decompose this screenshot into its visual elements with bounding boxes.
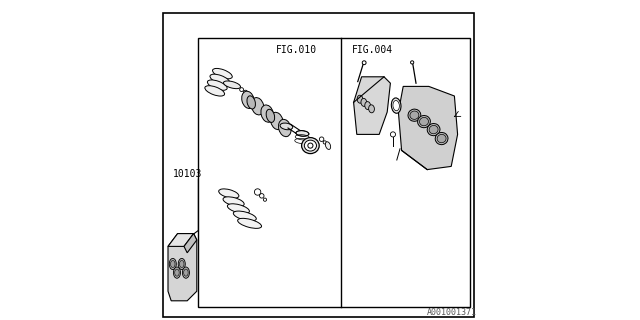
Ellipse shape [237,218,262,228]
Ellipse shape [271,112,283,130]
Ellipse shape [357,95,363,103]
Ellipse shape [178,259,186,269]
Ellipse shape [212,68,232,79]
Ellipse shape [361,99,367,106]
Ellipse shape [428,124,440,136]
Circle shape [240,88,243,92]
Ellipse shape [418,116,430,128]
Ellipse shape [175,269,179,276]
Polygon shape [184,234,197,253]
Ellipse shape [325,142,331,149]
Ellipse shape [365,102,371,109]
Ellipse shape [408,109,420,121]
Ellipse shape [420,117,428,126]
Ellipse shape [227,204,250,213]
Ellipse shape [266,109,275,123]
Ellipse shape [393,100,399,111]
Ellipse shape [242,91,254,108]
Circle shape [319,137,324,141]
Circle shape [411,61,414,64]
Polygon shape [354,77,390,134]
Ellipse shape [223,197,244,206]
Text: FIG.010: FIG.010 [276,45,317,55]
Ellipse shape [252,98,264,115]
Ellipse shape [301,138,319,154]
Ellipse shape [223,81,241,89]
Ellipse shape [205,86,225,96]
Ellipse shape [369,105,374,113]
Polygon shape [398,86,458,170]
Ellipse shape [261,105,273,122]
Text: FIG.004: FIG.004 [352,45,393,55]
Text: A001001371: A001001371 [427,308,477,317]
Ellipse shape [210,74,230,84]
Ellipse shape [179,260,184,268]
Ellipse shape [391,98,401,113]
Ellipse shape [278,119,291,137]
Bar [198,38,470,307]
Polygon shape [168,234,197,301]
Ellipse shape [429,125,438,134]
Circle shape [362,61,366,65]
Ellipse shape [247,96,255,109]
Ellipse shape [305,140,316,151]
Text: 10103: 10103 [173,169,202,179]
Circle shape [308,143,313,148]
Ellipse shape [170,260,175,268]
Ellipse shape [182,267,189,278]
Circle shape [260,194,264,198]
Ellipse shape [410,111,419,119]
Ellipse shape [207,80,227,90]
Circle shape [390,132,396,137]
Polygon shape [168,234,193,246]
Ellipse shape [234,211,256,221]
Ellipse shape [184,269,188,276]
Ellipse shape [296,131,308,136]
Ellipse shape [437,134,446,143]
Ellipse shape [280,123,292,130]
Circle shape [323,141,326,144]
Ellipse shape [219,189,239,198]
Circle shape [264,198,267,201]
Ellipse shape [173,267,180,278]
Ellipse shape [435,132,448,145]
Ellipse shape [169,259,177,269]
Polygon shape [245,98,287,134]
Circle shape [255,189,261,195]
Circle shape [244,90,247,94]
